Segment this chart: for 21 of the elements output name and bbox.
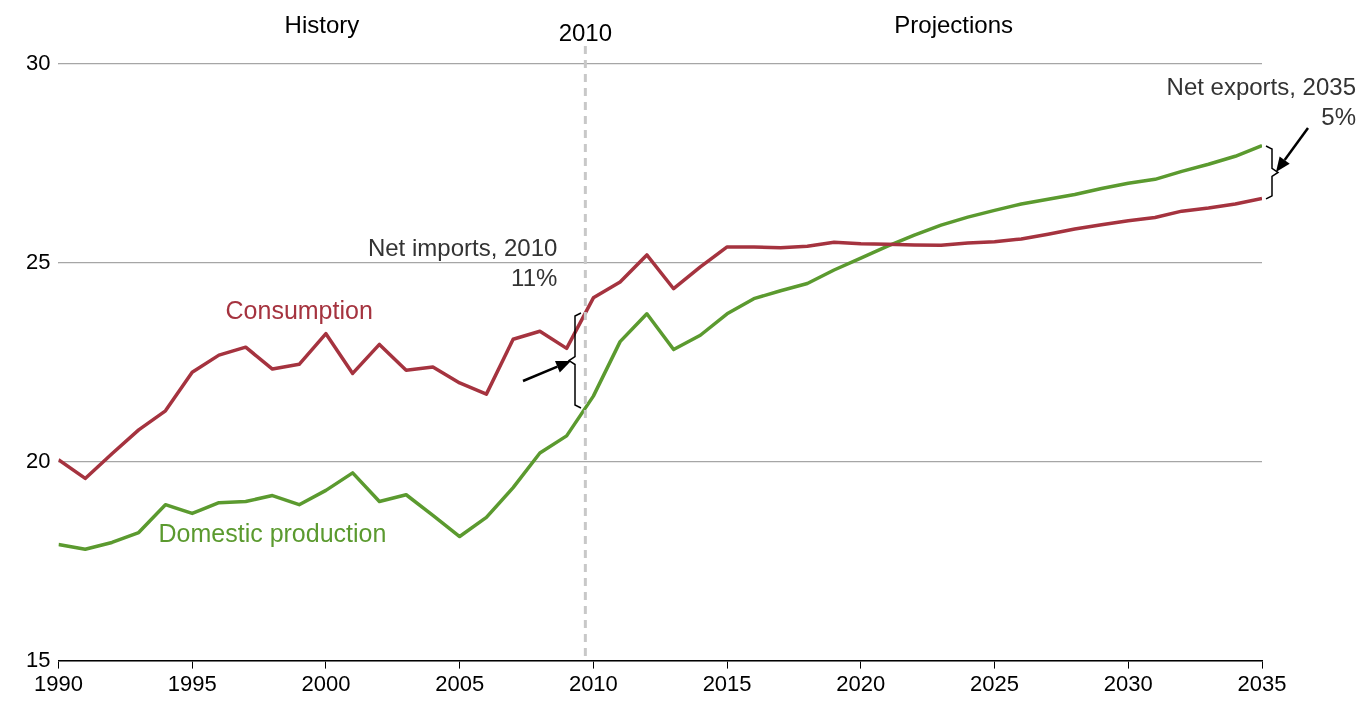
x-tick-label: 1990 [33, 670, 83, 696]
x-tick-label: 2030 [1103, 670, 1153, 696]
y-tick-label: 15 [25, 646, 51, 672]
annotation: Net exports, 2035 5% [1166, 72, 1356, 132]
x-tick-label: 2015 [702, 670, 752, 696]
x-tick-label: 2000 [301, 670, 351, 696]
x-tick-label: 2010 [568, 670, 618, 696]
annotation: Net imports, 2010 11% [367, 232, 558, 293]
series-label: Consumption [225, 296, 373, 325]
x-tick-label: 2005 [435, 670, 485, 696]
x-tick-label: 1995 [167, 670, 217, 696]
x-tick-label: 2020 [836, 670, 886, 696]
text: Projections [894, 10, 1014, 38]
ref-line-label: 2010 [558, 18, 613, 46]
x-tick-label: 2025 [970, 670, 1020, 696]
y-tick-label: 25 [25, 248, 51, 274]
series-label: Domestic production [158, 519, 387, 548]
y-tick-label: 30 [25, 50, 51, 76]
text: History [284, 10, 360, 38]
x-tick-label: 2035 [1237, 670, 1287, 696]
y-tick-label: 20 [25, 447, 51, 473]
